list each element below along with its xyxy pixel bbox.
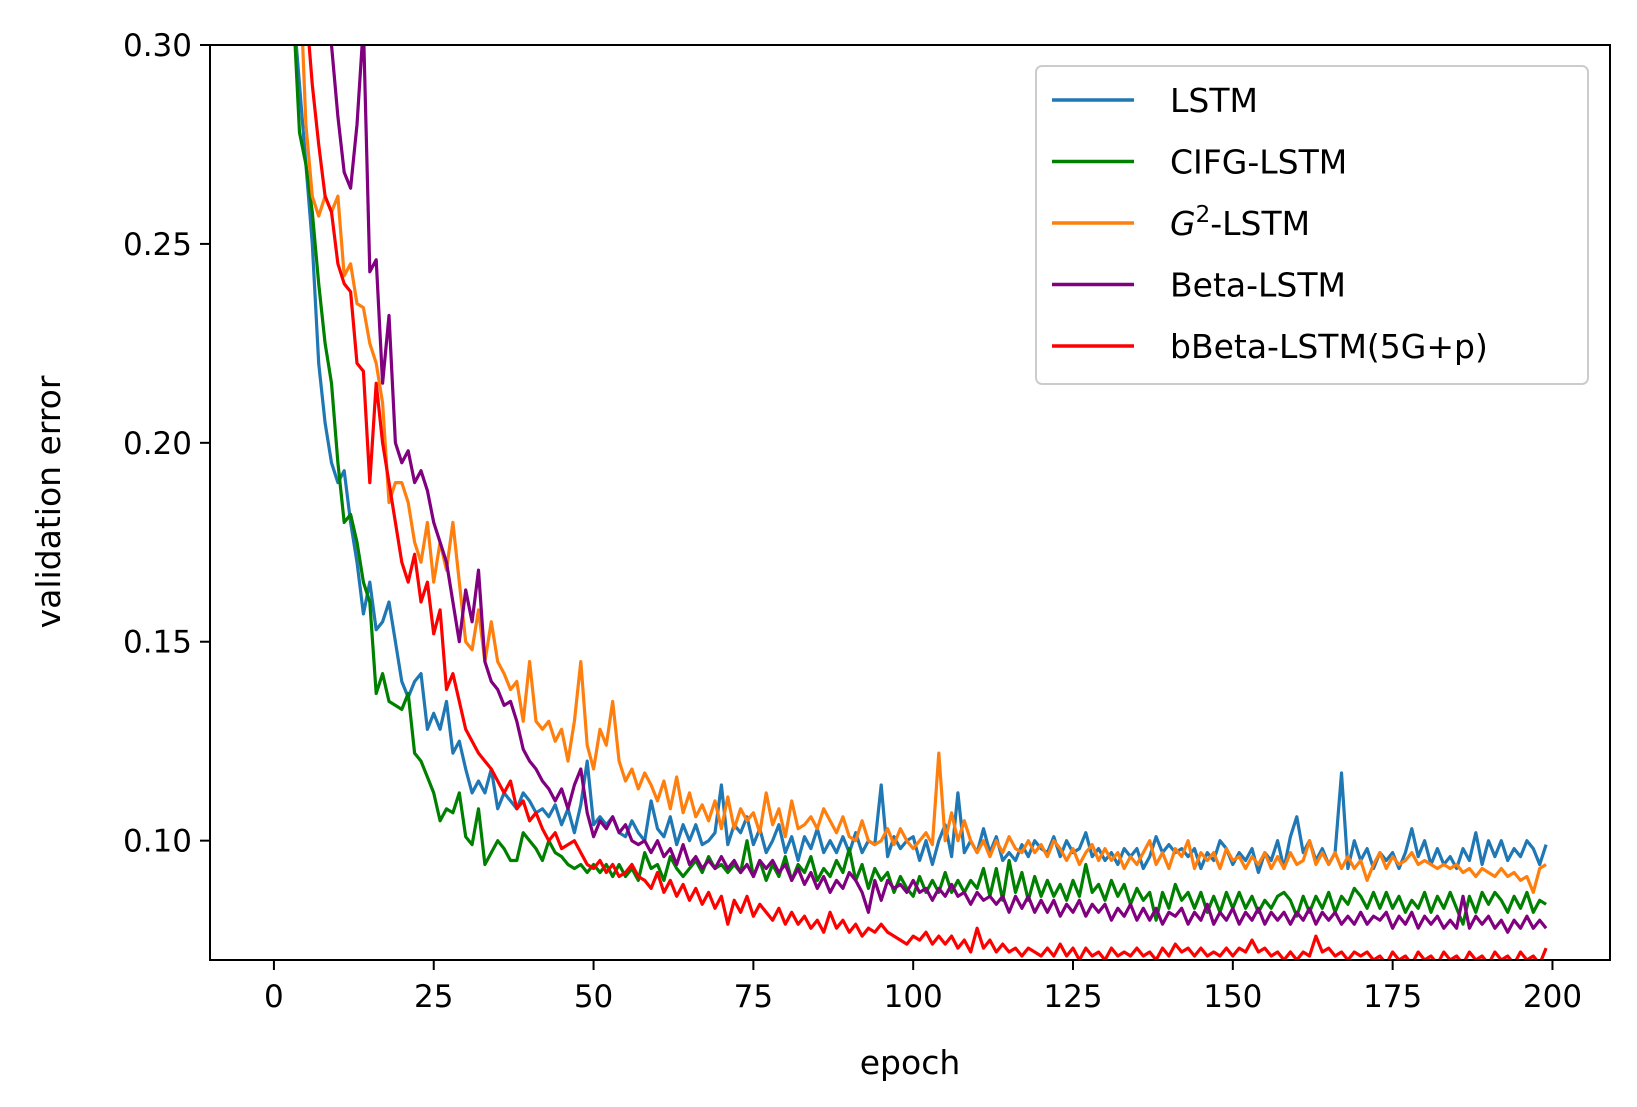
legend-box xyxy=(1035,65,1589,385)
x-tick-label-8: 200 xyxy=(1523,979,1582,1015)
legend-label-3: Beta-LSTM xyxy=(1170,266,1346,305)
y-axis-label: validation error xyxy=(29,375,68,628)
legend-label-4: bBeta-LSTM(5G+p) xyxy=(1170,327,1488,366)
legend-label-1: CIFG-LSTM xyxy=(1170,143,1347,182)
series-line-3 xyxy=(329,45,1548,934)
x-tick-label-3: 75 xyxy=(734,979,773,1015)
y-tick-label-1: 0.15 xyxy=(123,625,192,661)
x-tick-label-1: 25 xyxy=(414,979,453,1015)
legend: LSTM CIFG-LSTM G2-LSTM Beta-LSTM bBeta-LSTM(… xyxy=(1035,65,1589,385)
x-tick-label-0: 0 xyxy=(264,979,284,1015)
plot-frame xyxy=(209,44,1611,961)
y-tick-label-4: 0.30 xyxy=(123,28,192,64)
y-axis: 0.10 0.15 0.20 0.25 0.30 xyxy=(123,28,210,860)
y-tick-label-0: 0.10 xyxy=(123,824,192,860)
series-line-4 xyxy=(307,45,1548,960)
x-tick-label-6: 150 xyxy=(1203,979,1262,1015)
series-line-2 xyxy=(301,45,1547,894)
series-line-0 xyxy=(294,45,1548,875)
x-tick-label-4: 100 xyxy=(884,979,943,1015)
y-tick-label-2: 0.20 xyxy=(123,426,192,462)
x-tick-label-2: 50 xyxy=(574,979,613,1015)
x-axis-label: epoch xyxy=(860,1043,961,1082)
legend-label-2: G2-LSTM xyxy=(1170,202,1310,243)
x-tick-label-7: 175 xyxy=(1363,979,1422,1015)
series-layer xyxy=(293,45,1548,960)
series-line-1 xyxy=(293,45,1547,926)
legend-label-0: LSTM xyxy=(1170,81,1258,120)
y-tick-label-3: 0.25 xyxy=(123,227,192,263)
x-axis: 0 25 50 75 100 125 150 175 200 xyxy=(264,960,1582,1015)
x-tick-label-5: 125 xyxy=(1043,979,1102,1015)
